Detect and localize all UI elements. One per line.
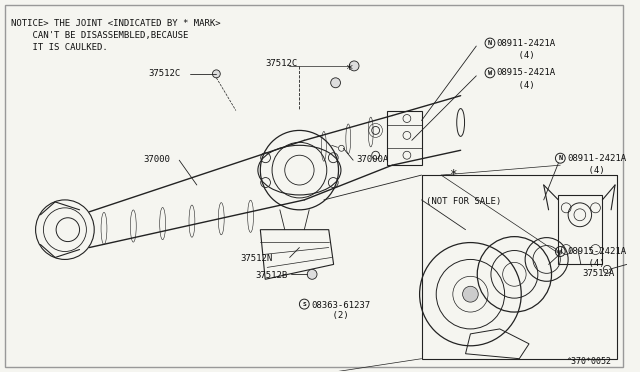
Text: 37512N: 37512N — [241, 254, 273, 263]
Text: 37000A: 37000A — [356, 155, 388, 164]
Text: 08911-2421A: 08911-2421A — [567, 154, 627, 163]
Text: *: * — [344, 63, 352, 76]
Text: (4): (4) — [497, 81, 534, 90]
Text: W: W — [488, 70, 492, 76]
Text: 37512C: 37512C — [148, 69, 180, 78]
Circle shape — [212, 70, 220, 78]
Text: IT IS CAULKED.: IT IS CAULKED. — [11, 43, 108, 52]
Text: 37512C: 37512C — [265, 59, 298, 68]
Text: 08915-2421A: 08915-2421A — [567, 247, 627, 256]
Text: W: W — [558, 248, 563, 254]
Text: 08911-2421A: 08911-2421A — [497, 39, 556, 48]
Text: (NOT FOR SALE): (NOT FOR SALE) — [426, 197, 502, 206]
Text: *: * — [449, 168, 456, 181]
Text: (4): (4) — [567, 259, 605, 269]
Text: 08363-61237: 08363-61237 — [311, 301, 371, 310]
Text: (4): (4) — [567, 166, 605, 175]
Text: N: N — [558, 155, 563, 161]
Text: ^370*0052: ^370*0052 — [567, 357, 612, 366]
Bar — [387, 110, 422, 165]
Text: (4): (4) — [497, 51, 534, 60]
Circle shape — [331, 78, 340, 88]
Circle shape — [307, 269, 317, 279]
Text: 37512B: 37512B — [255, 271, 288, 280]
Text: 37512A: 37512A — [583, 269, 615, 278]
Text: 08915-2421A: 08915-2421A — [497, 68, 556, 77]
Text: CAN'T BE DISASSEMBLED,BECAUSE: CAN'T BE DISASSEMBLED,BECAUSE — [11, 31, 189, 40]
Text: NOTICE> THE JOINT <INDICATED BY * MARK>: NOTICE> THE JOINT <INDICATED BY * MARK> — [11, 19, 221, 28]
Text: 37000: 37000 — [143, 155, 170, 164]
Circle shape — [463, 286, 478, 302]
Text: N: N — [488, 40, 492, 46]
Text: S: S — [303, 302, 306, 307]
Circle shape — [349, 61, 359, 71]
Bar — [558, 195, 602, 264]
Text: (2): (2) — [311, 311, 349, 320]
